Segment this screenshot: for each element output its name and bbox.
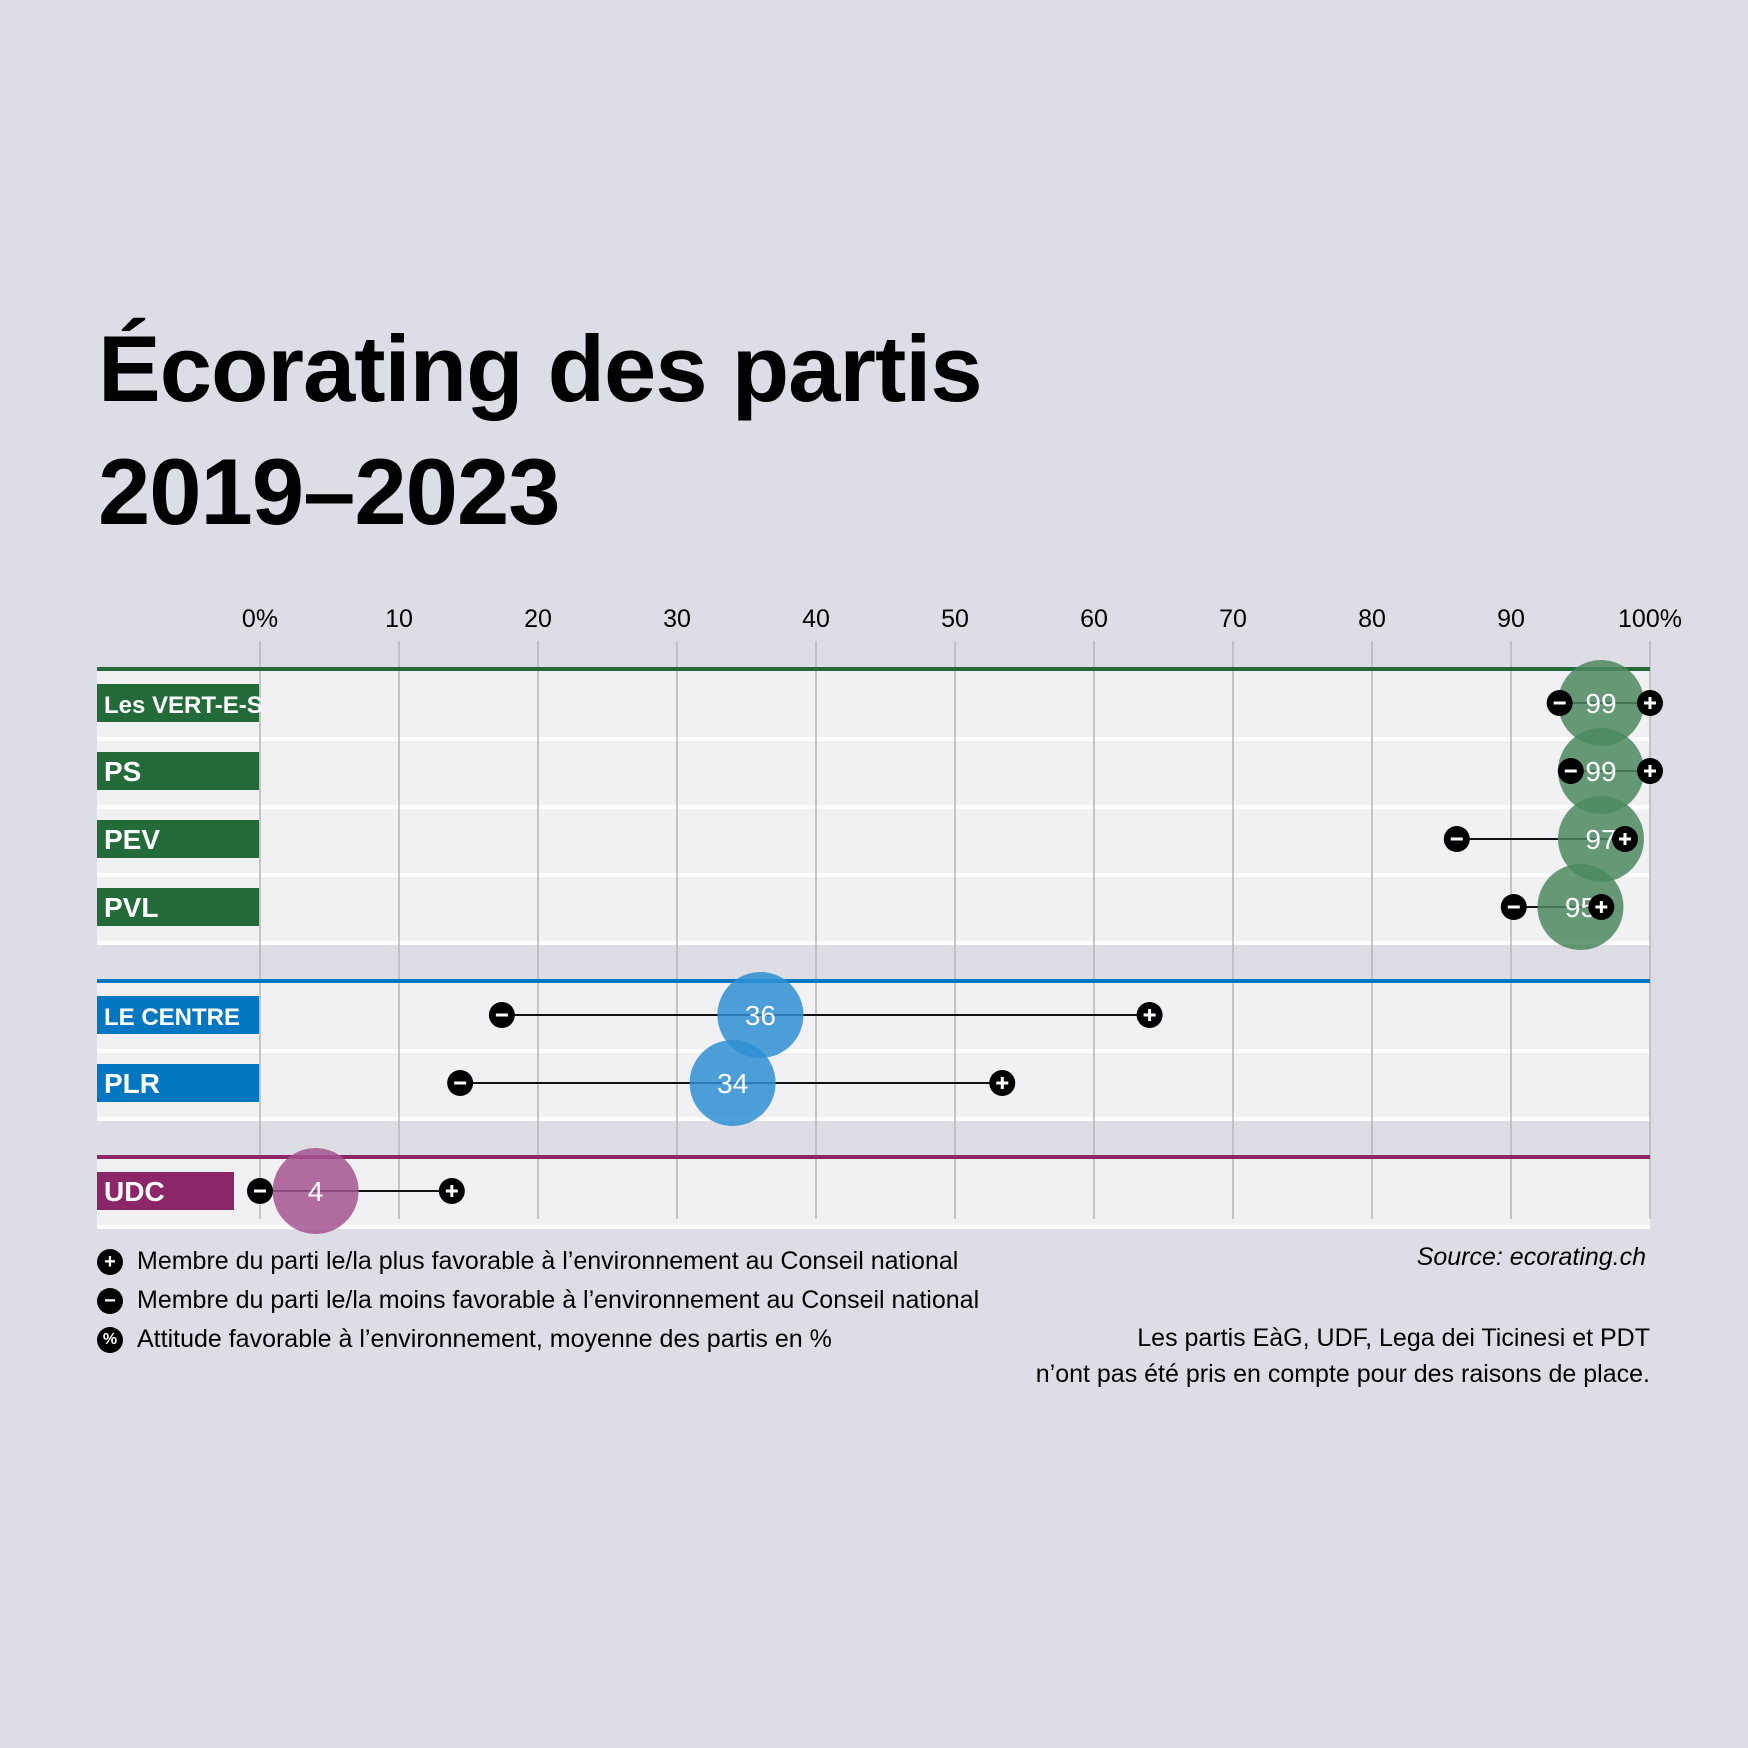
row-separator: [97, 873, 1650, 877]
group-top-line: [97, 979, 1650, 983]
party-label: PLR: [104, 1068, 160, 1099]
row-separator: [97, 1225, 1650, 1229]
x-tick-label: 50: [941, 605, 969, 633]
party-label-box: [97, 996, 259, 1034]
legend-item-plus: + Membre du parti le/la plus favorable à…: [97, 1247, 958, 1276]
party-label: PVL: [104, 892, 158, 923]
average-bubble: [1558, 728, 1644, 814]
legend-label: Membre du parti le/la plus favorable à l…: [137, 1247, 959, 1275]
x-tick-label: 60: [1080, 605, 1108, 633]
party-label-box: [97, 1064, 259, 1102]
group-top-line: [97, 1155, 1650, 1159]
row-separator: [97, 941, 1650, 945]
legend-label: Membre du parti le/la moins favorable à …: [137, 1286, 980, 1314]
chart-subtitle-years: 2019–2023: [98, 439, 561, 544]
average-value-label: 99: [1585, 756, 1616, 787]
party-label-box: [97, 752, 259, 790]
average-bubble: [689, 1040, 776, 1126]
x-tick-label: 10: [385, 605, 413, 633]
average-bubble: [717, 972, 804, 1058]
grid-layer: [259, 641, 1651, 1219]
party-label: LE CENTRE: [104, 1004, 240, 1031]
x-tick-label: 80: [1358, 605, 1386, 633]
x-tick-label: 90: [1497, 605, 1525, 633]
legend-item-percent: % Attitude favorable à l’environnement, …: [97, 1325, 832, 1354]
x-tick-label: 30: [663, 605, 691, 633]
legend-label: Attitude favorable à l’environnement, mo…: [137, 1325, 832, 1353]
row-separator: [97, 737, 1650, 741]
x-tick-label: 40: [802, 605, 830, 633]
group-lines-layer: Les VERT-E-S PS PEV PVL LE CENTRE PLR UDC: [97, 667, 1650, 1210]
source-text: Source: ecorating.ch: [1416, 1243, 1646, 1271]
row-separator: [97, 1117, 1650, 1121]
average-bubble: [1558, 660, 1644, 746]
x-tick-label: 70: [1219, 605, 1247, 633]
legend-item-minus: − Membre du parti le/la moins favorable …: [97, 1286, 979, 1315]
party-label-box: [97, 888, 259, 926]
average-value-label: 36: [745, 1000, 776, 1031]
average-bubble: [1537, 864, 1624, 950]
party-label-box: [97, 684, 259, 722]
row-separator: [97, 1049, 1650, 1053]
plus-circle-icon: +: [97, 1248, 123, 1275]
party-label: Les VERT-E-S: [104, 692, 263, 719]
minus-circle-icon: −: [97, 1287, 123, 1314]
party-label-box: [97, 1172, 234, 1210]
footnote-line: Les partis EàG, UDF, Lega dei Ticinesi e…: [1137, 1324, 1650, 1352]
party-label: UDC: [104, 1176, 165, 1207]
percent-circle-icon: %: [97, 1326, 123, 1353]
group-top-line: [97, 667, 1650, 671]
row-separator: [97, 805, 1650, 809]
average-value-label: 99: [1585, 688, 1616, 719]
x-tick-label: 0%: [242, 605, 278, 633]
x-tick-label: 20: [524, 605, 552, 633]
average-bubble: [272, 1148, 359, 1234]
party-label: PS: [104, 756, 141, 787]
average-bubble: [1558, 796, 1644, 882]
chart-title: Écorating des partis: [98, 316, 983, 421]
x-tick-label: 100%: [1618, 605, 1682, 633]
party-label-box: [97, 820, 259, 858]
footnote: Les partis EàG, UDF, Lega dei Ticinesi e…: [1036, 1320, 1650, 1392]
footnote-line: n’ont pas été pris en compte pour des ra…: [1035, 1360, 1650, 1388]
background-layer: [97, 671, 1650, 1229]
average-value-label: 4: [308, 1176, 324, 1207]
average-value-label: 97: [1585, 824, 1616, 855]
average-value-label: 34: [717, 1068, 748, 1099]
party-label: PEV: [104, 824, 160, 855]
